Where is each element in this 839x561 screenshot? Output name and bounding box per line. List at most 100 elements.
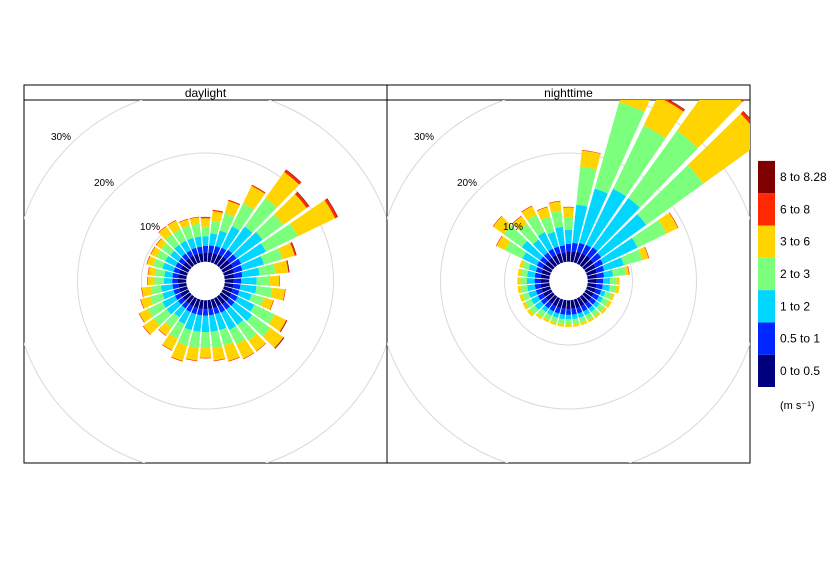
rose-segment — [517, 285, 522, 294]
rose-segment — [140, 299, 145, 309]
rose-segment — [572, 318, 580, 325]
rose-segment — [555, 226, 565, 247]
rose-segment — [171, 356, 183, 362]
ring-label-30: 30% — [414, 132, 434, 143]
rose-segment — [576, 166, 597, 207]
rose-segment — [584, 289, 594, 297]
rose-segment — [172, 272, 179, 279]
rose-segment — [579, 255, 591, 268]
legend-swatch — [758, 290, 775, 323]
rose-segment — [535, 288, 543, 295]
rose-segment — [160, 284, 174, 292]
rose-segment — [572, 323, 580, 327]
rose-segment — [520, 277, 528, 285]
rose-segment — [493, 216, 512, 235]
ring-label-10: 10% — [140, 222, 160, 233]
rose-segment — [143, 318, 160, 335]
rose-segment — [536, 261, 545, 269]
rose-segment — [599, 290, 606, 297]
rose-segment — [512, 216, 528, 231]
rose-segment — [534, 283, 542, 290]
rose-segment — [231, 288, 240, 296]
rose-segment — [207, 299, 213, 310]
rose-segment — [183, 261, 192, 270]
rose-segment — [586, 268, 597, 276]
rose-segment — [256, 342, 267, 352]
rose-segment — [185, 258, 195, 268]
rose-segment — [174, 244, 186, 257]
rose-segment — [566, 251, 571, 262]
rose-segment — [563, 207, 574, 218]
rose-segment — [246, 314, 271, 337]
rose-segment — [191, 306, 198, 315]
rose-segment — [180, 240, 191, 253]
legend-label: 8 to 8.28 — [780, 170, 827, 184]
rose-segment — [213, 296, 222, 307]
rose-segment — [587, 278, 597, 284]
grid-ring — [77, 152, 334, 410]
rose-segment — [150, 246, 161, 258]
rose-segment — [593, 312, 601, 319]
rose-segment — [537, 293, 546, 301]
rose-segment — [742, 111, 750, 120]
rose-segment — [644, 246, 650, 259]
rose-segment — [576, 253, 586, 266]
rose-segment — [528, 263, 538, 272]
rose-segment — [548, 257, 558, 268]
rose-segment — [173, 267, 181, 274]
rose-segment — [280, 320, 288, 333]
rose-segment — [638, 246, 649, 261]
legend-swatch — [758, 193, 775, 226]
rose-segment — [588, 305, 596, 313]
rose-segment — [219, 327, 234, 346]
rose-segment — [212, 209, 224, 213]
ring-label-20: 20% — [457, 178, 477, 189]
rose-segment — [576, 242, 585, 253]
rose-segment — [541, 305, 549, 313]
rose-segment — [179, 269, 188, 276]
rose-segment — [220, 310, 237, 330]
rose-segment — [548, 248, 556, 258]
rose-segment — [221, 226, 240, 251]
rose-segment — [531, 295, 541, 305]
rose-segment — [210, 220, 221, 235]
rose-segment — [521, 205, 533, 213]
rose-segment — [201, 315, 210, 333]
rose-segment — [628, 130, 698, 208]
strip-label: nighttime — [544, 86, 593, 100]
rose-segment — [180, 265, 190, 273]
rose-segment — [218, 247, 227, 257]
legend-label: 1 to 2 — [780, 299, 810, 313]
rose-segment — [167, 220, 181, 234]
rose-segment — [549, 304, 557, 312]
rose-segment — [212, 346, 226, 361]
rose-segment — [544, 301, 553, 309]
legend-swatch — [758, 257, 775, 291]
rose-segment — [208, 314, 219, 332]
rose-segment — [213, 245, 221, 255]
rose-segment — [189, 255, 198, 266]
rose-segment — [255, 214, 284, 240]
rose-segment — [578, 316, 587, 323]
rose-segment — [609, 277, 617, 285]
rose-segment — [258, 263, 276, 276]
rose-segment — [566, 309, 571, 315]
rose-segment — [286, 260, 289, 273]
rose-segment — [554, 306, 561, 314]
rose-segment — [213, 358, 226, 362]
rose-segment — [189, 217, 200, 226]
rose-segment — [553, 246, 561, 255]
rose-segment — [203, 300, 208, 310]
rose-segment — [740, 111, 750, 125]
rose-segment — [235, 296, 255, 312]
rose-segment — [248, 333, 266, 352]
rose-segment — [585, 312, 593, 321]
rose-segment — [543, 252, 552, 261]
rose-segment — [561, 252, 567, 263]
rose-segment — [286, 260, 290, 273]
rose-segment — [210, 253, 218, 264]
rose-segment — [597, 214, 647, 258]
rose-segment — [187, 237, 197, 250]
rose-segment — [186, 304, 194, 313]
rose-segment — [519, 260, 525, 268]
